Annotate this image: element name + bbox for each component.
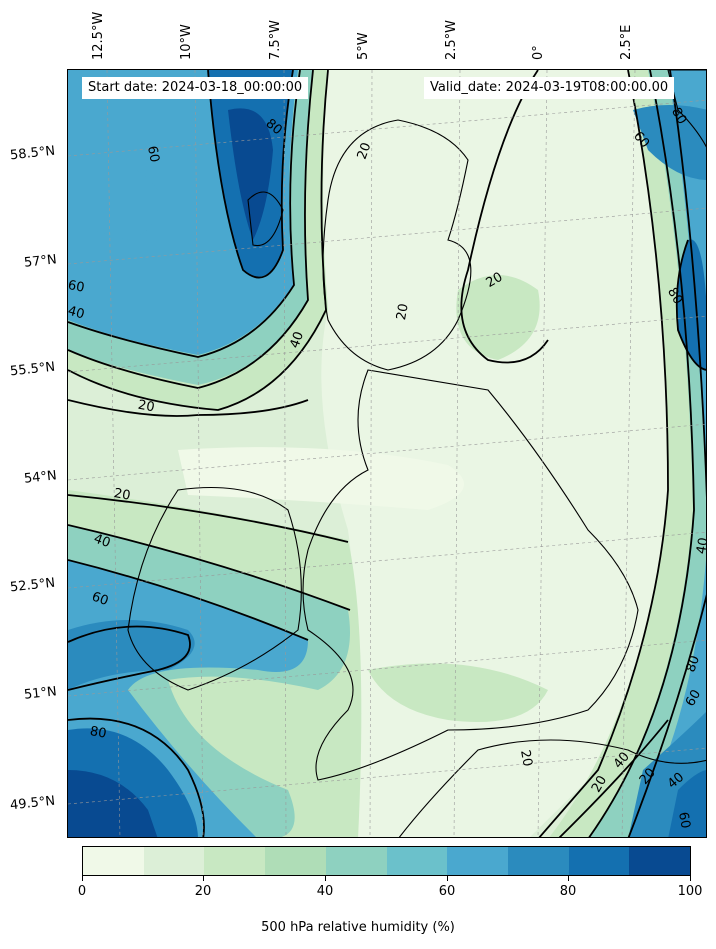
clabel-20-wales: 20 [113,486,132,504]
cb-tick-60 [447,876,448,881]
colorbar-segment-1 [143,847,205,875]
cb-label-100: 100 [677,884,703,899]
field-wnw-60 [68,158,159,240]
colorbar-segment-2 [204,847,266,875]
contour-nw-40 [68,70,314,389]
clabel-60-nw: 60 [144,145,162,164]
contour-east-80 [675,239,706,371]
clabel-80-e: 80 [664,285,685,307]
clabel-20-scot: 20 [355,141,375,162]
colorbar [82,846,691,876]
clabel-60-se2: 60 [675,811,693,830]
lat-tick-54n: 54°N [23,468,58,487]
colorbar-segment-4 [325,847,387,875]
field-east-20 [549,70,706,837]
colorbar-title: 500 hPa relative humidity (%) [261,920,455,935]
cb-tick-80 [568,876,569,881]
clabel-20-scot2: 20 [394,302,412,321]
colorbar-segment-9 [629,847,691,875]
cb-tick-0 [82,876,83,881]
contour-80-sw [68,717,205,837]
field-dry-band [321,70,670,837]
field-sw-core [68,770,158,837]
cb-tick-40 [325,876,326,881]
cb-label-40: 40 [316,884,334,899]
contour-se-60 [627,594,706,837]
field-sw-80 [68,620,195,690]
contour-nw-20 [68,70,329,411]
cb-label-0: 0 [77,884,87,899]
contour-60-sw [68,559,309,641]
cb-label-80: 80 [559,884,577,899]
field-east-ne [633,105,706,180]
valid-date-label: Valid_date: 2024-03-19T08:00:00.00 [424,77,675,99]
lat-tick-55.5n: 55.5°N [9,359,56,380]
lat-tick-58.5n: 58.5°N [9,143,56,164]
clabel-60-sw: 60 [90,589,111,609]
lon-tick-5w: 5°W [356,32,371,60]
contour-nw-80 [207,70,294,279]
lon-tick-2.5e: 2.5°E [619,24,634,60]
lat-tick-57n: 57°N [23,252,58,271]
cb-tick-20 [203,876,204,881]
lon-tick-0: 0° [531,45,546,60]
clabel-20-channel: 20 [517,749,535,768]
lon-tick-12.5w: 12.5°W [91,11,106,60]
contour-se-20a [558,719,669,837]
start-date-label: Start date: 2024-03-18_00:00:00 [82,77,309,99]
contour-20-mid [68,399,309,417]
contour-nw-60 [68,70,301,358]
clabel-40-e: 40 [694,536,707,555]
lat-tick-52.5n: 52.5°N [9,575,56,596]
contour-ring-sw [68,625,191,691]
clabel-40-w: 40 [68,304,86,323]
clabel-20-se: 20 [589,773,610,795]
colorbar-segment-5 [386,847,448,875]
clabel-80-sw: 80 [89,724,108,742]
cb-label-20: 20 [194,884,212,899]
colorbar-segment-3 [265,847,326,875]
clabel-60-se: 60 [683,687,704,709]
lat-tick-49.5n: 49.5°N [9,793,56,814]
field-east-40 [589,70,706,837]
lon-tick-7.5w: 7.5°W [268,19,283,60]
humidity-map: 60 80 20 60 40 20 20 20 40 60 80 60 80 8… [68,70,707,837]
coast-ireland [127,486,302,691]
clabel-60-w: 60 [68,278,86,296]
clabel-80-se: 80 [683,654,703,675]
map-panel: 60 80 20 60 40 20 20 20 40 60 80 60 80 8… [67,69,707,838]
colorbar-segment-8 [568,847,630,875]
field-patch-channel [368,663,548,722]
contour-east-20 [538,70,669,837]
coast-scotland [322,119,472,371]
contour-east-40 [588,70,695,837]
clabel-80-ne: 80 [668,105,689,127]
gridlines [68,70,706,837]
cb-tick-100 [690,876,691,881]
colorbar-segment-0 [83,847,144,875]
coast-hebrides [247,191,284,247]
clabel-60-scot: 40 [287,330,307,351]
colorbar-segment-6 [447,847,508,875]
coast-france [398,739,706,837]
field-nw-90 [228,108,273,240]
field-east-se-core [668,770,706,837]
clabel-20-mid: 20 [137,398,156,416]
lat-tick-51n: 51°N [23,684,58,703]
colorbar-segment-7 [507,847,569,875]
coast-england-wales [302,369,639,781]
field-driest-patch [178,447,464,510]
clabel-40-sw: 40 [92,531,113,551]
cb-label-60: 60 [438,884,456,899]
field-patch-scotland [456,275,540,360]
clabel-20-east: 20 [484,270,506,291]
lon-tick-2.5w: 2.5°W [444,19,459,60]
contour-east-60 [669,70,706,498]
contour-scot-20 [460,70,549,364]
contour-40-sw [68,524,351,611]
lon-tick-10w: 10°W [179,24,194,60]
coast-norway [667,70,706,148]
